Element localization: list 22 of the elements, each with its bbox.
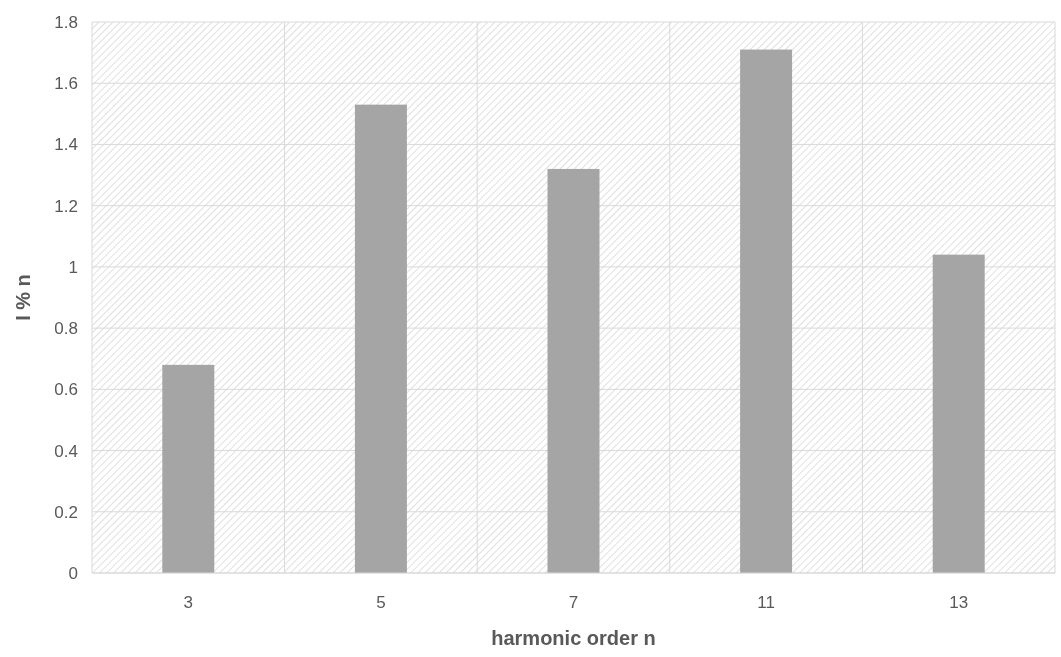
x-tick-label: 7 [568,593,579,612]
x-tick-label: 11 [757,593,775,612]
x-tick-label: 13 [949,593,969,612]
y-tick-label: 1.6 [54,74,78,94]
y-tick-label: 0.8 [54,319,78,339]
x-tick-label: 5 [376,593,386,612]
bar [740,49,793,573]
x-tick-label: 3 [183,593,194,612]
bar [932,254,985,573]
y-tick-label: 1.8 [54,12,78,32]
y-tick-label: 1.4 [54,135,78,155]
bar [162,364,215,573]
y-tick-label: 0.6 [54,380,78,400]
y-tick-label: 1 [68,257,78,277]
bar [354,104,407,573]
y-tick-label: 0.4 [54,441,78,461]
y-tick-label: 0.2 [54,502,78,522]
y-axis-title: I % n [12,274,34,321]
x-axis-title: harmonic order n [491,627,656,649]
y-tick-label: 1.2 [54,196,78,216]
y-tick-label: 0 [68,563,78,583]
bar [547,168,600,573]
